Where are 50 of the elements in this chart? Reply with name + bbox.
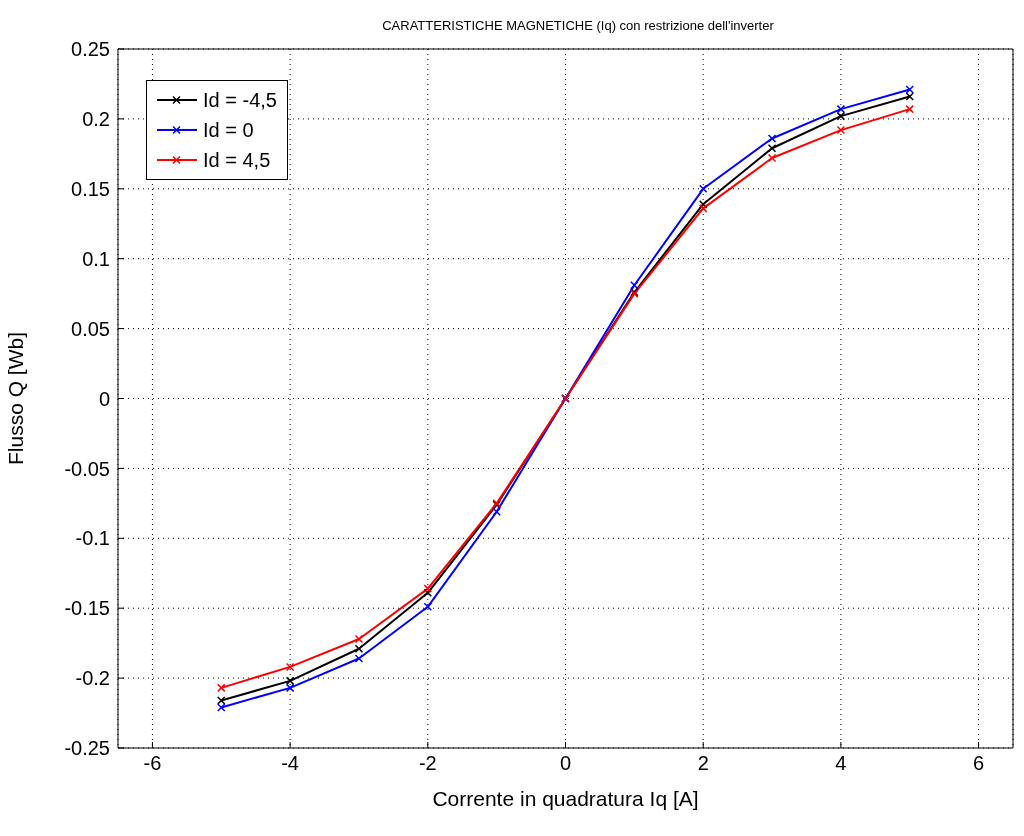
y-axis-title: Flusso Q [Wb] (4, 331, 28, 466)
legend-label: Id = 0 (203, 118, 254, 143)
x-tick-label: -6 (143, 752, 162, 775)
point (698, 199, 708, 209)
y-tick-label: 0.15 (71, 177, 110, 200)
point (285, 683, 295, 693)
x-tick-label: -2 (418, 752, 437, 775)
point (423, 584, 433, 593)
y-tick-label: -0.2 (75, 667, 110, 690)
point (630, 281, 639, 290)
legend-label: Id = -4,5 (203, 88, 277, 113)
y-tick-label: 0.2 (82, 108, 110, 130)
point (354, 654, 364, 663)
point (217, 683, 226, 693)
point (217, 703, 226, 712)
point (354, 644, 364, 653)
y-tick-label: -0.15 (64, 597, 110, 620)
point (354, 634, 364, 644)
x-tick-label: 2 (697, 752, 709, 775)
point (836, 111, 846, 121)
legend-label: Id = 4,5 (203, 148, 271, 173)
point (285, 676, 295, 686)
y-tick-label: 0 (98, 387, 110, 410)
point (698, 184, 708, 194)
x-tick-label: 4 (835, 752, 847, 775)
point (905, 92, 914, 101)
y-tick-label: 0.25 (71, 38, 110, 61)
point (767, 153, 777, 163)
y-tick-label: -0.05 (64, 457, 110, 480)
point (492, 507, 501, 516)
y-tick-label: -0.25 (64, 737, 110, 760)
point (217, 696, 226, 705)
y-tick-label: 0.1 (82, 247, 110, 270)
point (423, 588, 433, 598)
point (767, 134, 777, 143)
point (905, 104, 914, 114)
point (836, 104, 846, 114)
x-axis-title: Corrente in quadratura Iq [A] (432, 787, 699, 810)
point (836, 125, 846, 135)
x-tick-label: 6 (973, 752, 985, 775)
point (698, 204, 708, 213)
point (423, 602, 433, 612)
y-tick-label: 0.05 (71, 317, 110, 340)
point (767, 144, 777, 153)
chart-title: CARATTERISTICHE MAGNETICHE (Iq) con restrizione dell'inverter (381, 18, 775, 33)
point (905, 85, 914, 94)
x-tick-label: 0 (559, 752, 572, 775)
y-tick-label: -0.1 (75, 527, 110, 550)
point (285, 662, 295, 672)
x-tick-label: -4 (281, 752, 300, 775)
